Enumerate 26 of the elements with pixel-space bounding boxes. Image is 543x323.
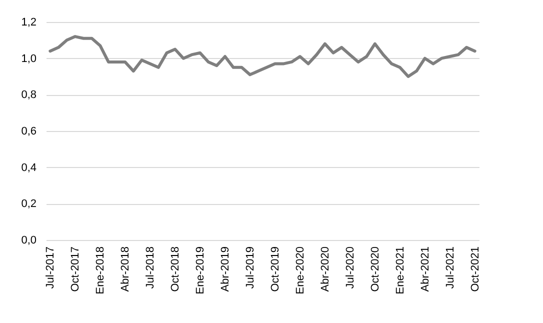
x-tick-label: Jul-2017 — [44, 246, 57, 289]
x-tick-label: Ene-2019 — [194, 246, 207, 294]
x-tick-label: Ene-2020 — [294, 246, 306, 294]
x-tick-label: Abr-2020 — [319, 246, 332, 292]
x-tick-label: Oct-2021 — [469, 246, 482, 292]
x-tick-label: Jul-2021 — [444, 246, 456, 289]
x-tick-label: Oct-2017 — [70, 246, 82, 292]
x-tick-label: Jul-2018 — [144, 246, 157, 289]
line-series — [48, 35, 476, 78]
x-tick-label: Jul-2019 — [244, 246, 257, 289]
y-tick-label: 0,8 — [21, 89, 36, 102]
y-tick-label: 1,2 — [21, 16, 36, 28]
y-tick-label: 0,2 — [21, 198, 36, 210]
y-tick-label: 1,0 — [21, 52, 36, 65]
y-tick-label: 0,6 — [21, 126, 36, 138]
x-tick-label: Ene-2018 — [94, 246, 107, 294]
x-tick-label: Oct-2018 — [170, 246, 182, 292]
x-tick-label: Oct-2020 — [369, 246, 382, 292]
x-tick-label: Abr-2019 — [220, 246, 232, 292]
x-tick-label: Abr-2018 — [120, 246, 132, 292]
y-tick-label: 0,0 — [21, 234, 36, 246]
y-tick-label: 0,4 — [21, 162, 36, 174]
x-tick-label: Oct-2019 — [269, 246, 282, 292]
x-tick-label: Jul-2020 — [344, 246, 356, 289]
x-tick-label: Abr-2021 — [419, 246, 432, 292]
x-tick-label: Ene-2021 — [394, 246, 406, 294]
